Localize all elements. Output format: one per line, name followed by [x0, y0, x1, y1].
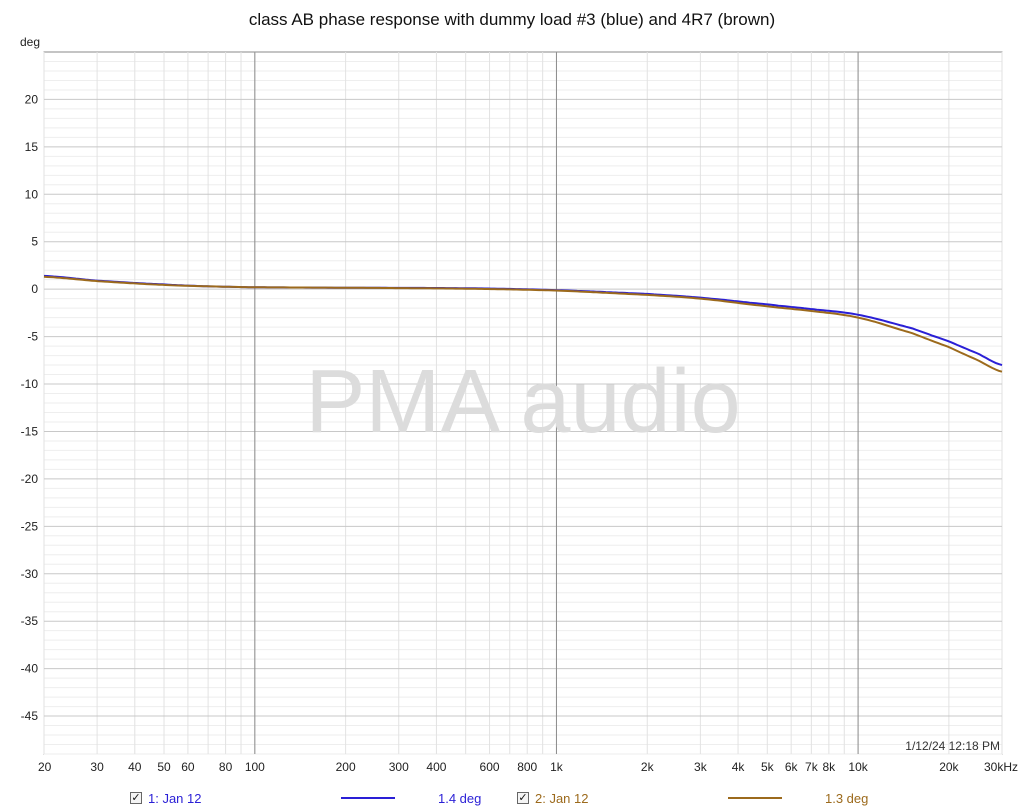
y-tick-label: 15	[25, 140, 39, 154]
legend-item-1: ✓ 1: Jan 12	[130, 788, 202, 808]
y-tick-label: 10	[25, 187, 39, 201]
x-tick-label: 7k	[805, 760, 819, 774]
y-tick-label: -5	[27, 330, 38, 344]
y-tick-label: -15	[21, 424, 39, 438]
y-tick-label: -35	[21, 614, 39, 628]
y-tick-label: -30	[21, 567, 39, 581]
x-tick-label: 600	[480, 760, 500, 774]
series-2-label: 2: Jan 12	[535, 790, 589, 806]
x-tick-label: 60	[181, 760, 195, 774]
x-tick-label: 20	[38, 760, 52, 774]
series-1-label: 1: Jan 12	[148, 790, 202, 806]
y-tick-label: 20	[25, 92, 39, 106]
x-tick-label: 800	[517, 760, 537, 774]
series-2-line	[43, 275, 1003, 373]
x-tick-label: 20k	[939, 760, 959, 774]
y-tick-label: 0	[31, 282, 38, 296]
x-tick-label: 1k	[550, 760, 564, 774]
series-2-checkbox[interactable]: ✓	[517, 792, 529, 804]
x-tick-label: 2k	[641, 760, 655, 774]
y-tick-label: -40	[21, 662, 39, 676]
x-tick-label: 10k	[848, 760, 868, 774]
y-tick-label: -25	[21, 519, 39, 533]
series-1-swatch	[341, 797, 395, 799]
y-tick-label: 5	[31, 235, 38, 249]
x-tick-label: 50	[157, 760, 171, 774]
x-tick-label: 3k	[694, 760, 708, 774]
x-tick-label: 40	[128, 760, 142, 774]
x-tick-label: 8k	[823, 760, 837, 774]
x-tick-label: 100	[245, 760, 265, 774]
x-tick-label: 30kHz	[984, 760, 1018, 774]
x-tick-label: 80	[219, 760, 233, 774]
watermark: PMA audio	[305, 352, 740, 452]
x-tick-label: 4k	[732, 760, 746, 774]
series-2-value: 1.3 deg	[825, 790, 869, 806]
y-tick-label: -45	[21, 709, 39, 723]
x-tick-label: 200	[336, 760, 356, 774]
series-1-value: 1.4 deg	[438, 790, 482, 806]
y-tick-label: -20	[21, 472, 39, 486]
y-tick-label: -10	[21, 377, 39, 391]
series-2-swatch	[728, 797, 782, 799]
x-tick-label: 5k	[761, 760, 775, 774]
x-tick-label: 6k	[785, 760, 799, 774]
x-tick-label: 400	[426, 760, 446, 774]
chart-title: class AB phase response with dummy load …	[249, 10, 775, 29]
series-1-checkbox[interactable]: ✓	[130, 792, 142, 804]
x-tick-label: 300	[389, 760, 409, 774]
legend-item-2: ✓ 2: Jan 12	[517, 788, 589, 808]
y-axis-unit: deg	[20, 35, 40, 49]
timestamp: 1/12/24 12:18 PM	[905, 739, 1000, 753]
x-tick-label: 30	[90, 760, 104, 774]
